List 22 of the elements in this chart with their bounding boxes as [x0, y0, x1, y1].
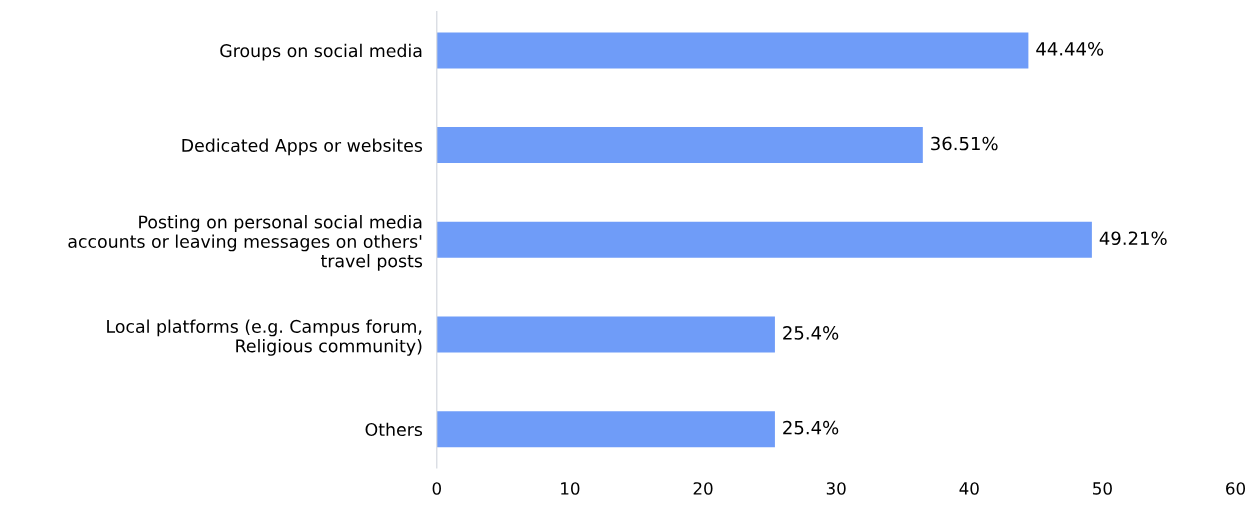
- bar: [436, 221, 1092, 258]
- x-tick-label: 60: [1226, 482, 1246, 495]
- data-label: 36.51%: [931, 136, 998, 151]
- data-label: 25.4%: [783, 420, 839, 435]
- y-tick-label: Others: [365, 422, 423, 437]
- bar: [436, 127, 923, 164]
- x-tick-label: 0: [432, 482, 441, 495]
- bar: [436, 32, 1029, 69]
- bar: [436, 411, 775, 448]
- x-tick-label: 10: [561, 482, 580, 495]
- x-tick-label: 20: [693, 482, 713, 495]
- data-label: 49.21%: [1099, 231, 1167, 246]
- data-label: 44.44%: [1036, 41, 1104, 56]
- y-tick-label: Groups on social media: [220, 43, 422, 61]
- data-label: 25.4%: [783, 326, 839, 340]
- bar: [436, 316, 775, 353]
- y-tick-label: Posting on personal social media accounts or leaving messages on others' travel posts: [68, 215, 423, 271]
- y-tick-label: Dedicated Apps or websites: [182, 138, 423, 156]
- x-tick-label: 50: [1093, 482, 1112, 495]
- x-tick-label: 30: [826, 482, 846, 495]
- x-tick-label: 40: [959, 482, 979, 495]
- y-tick-label: Local platforms (e.g. Campus forum, Religious community): [107, 319, 422, 356]
